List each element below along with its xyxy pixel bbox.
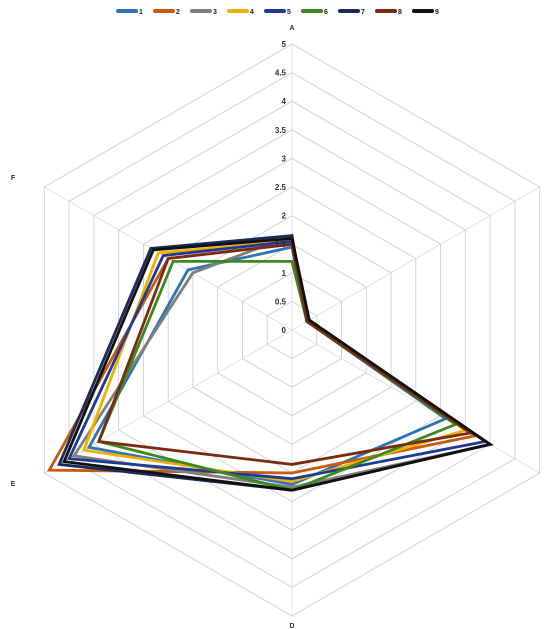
tick-label: 5 — [282, 40, 287, 49]
tick-label: 2.5 — [275, 183, 287, 192]
axis-label-e: E — [11, 481, 16, 488]
tick-label: 2 — [282, 212, 287, 221]
legend-label-1: 1 — [139, 9, 143, 16]
legend-label-7: 7 — [361, 9, 365, 16]
legend-label-3: 3 — [213, 9, 217, 16]
tick-label: 0 — [282, 326, 287, 335]
legend-label-6: 6 — [324, 9, 328, 16]
tick-label: 4.5 — [275, 69, 287, 78]
legend-label-5: 5 — [287, 9, 291, 16]
axis-label-a: A — [289, 25, 294, 32]
legend: 1 2 3 4 5 6 7 8 9 — [116, 9, 439, 16]
series-line-8 — [96, 242, 474, 466]
legend-label-2: 2 — [176, 9, 180, 16]
series-line-9 — [62, 237, 494, 492]
tick-label: 1 — [282, 269, 287, 278]
legend-label-9: 9 — [435, 9, 439, 16]
axis-label-f: F — [11, 175, 16, 182]
tick-label: 0.5 — [275, 297, 287, 306]
tick-label: 4 — [282, 97, 287, 106]
series-lines — [46, 233, 494, 492]
tick-label: 3.5 — [275, 126, 287, 135]
series-line-2 — [46, 242, 479, 475]
legend-label-4: 4 — [250, 9, 254, 16]
axis-labels: 0 0.5 1 1.5 2 2.5 3 3.5 4 4.5 5 A D E F — [11, 25, 295, 629]
spoke-c — [291, 329, 540, 474]
axis-label-d: D — [289, 623, 294, 629]
tick-label: 3 — [282, 154, 287, 163]
tick-label: 1.5 — [275, 240, 287, 249]
series-line-6 — [96, 259, 459, 492]
spoke-b — [291, 186, 540, 331]
legend-label-8: 8 — [398, 9, 402, 16]
